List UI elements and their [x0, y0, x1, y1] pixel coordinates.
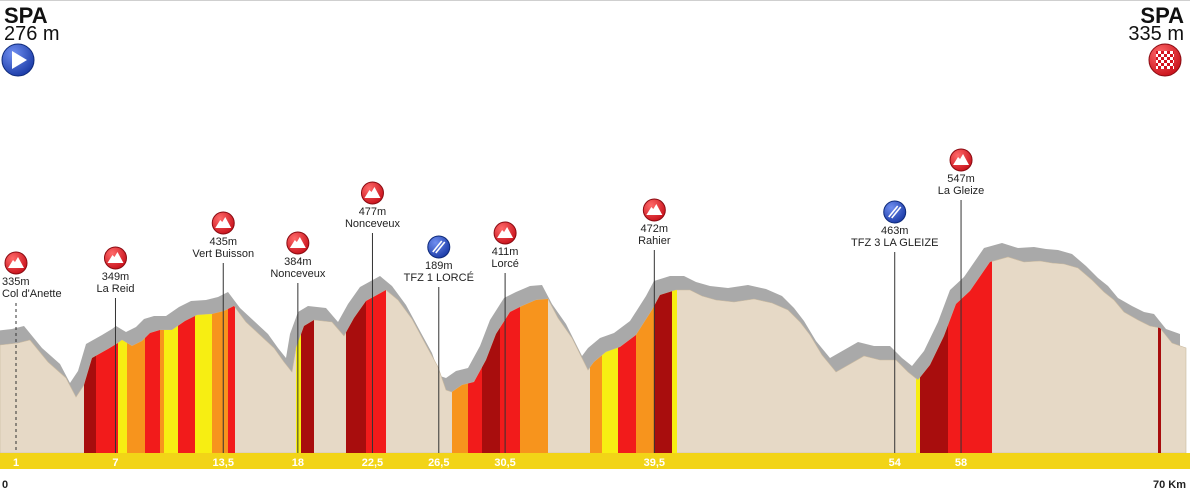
km-marker-label: 58	[955, 457, 967, 469]
gradient-segment-yellow	[672, 288, 677, 453]
km-marker-label: 39,5	[644, 457, 665, 469]
gradient-segment-red	[366, 288, 386, 453]
mountain-climb-icon	[211, 211, 235, 235]
gradient-segment-red	[178, 314, 195, 453]
gradient-segment-darkred	[301, 318, 314, 453]
gradient-segment-red	[228, 305, 235, 453]
finish-city: SPA	[1140, 3, 1184, 28]
climb-name-label: Rahier	[638, 235, 671, 247]
climb-name-label: La Gleize	[938, 185, 984, 197]
climb-altitude-label: 335m	[2, 276, 30, 288]
climb-name-label: TFZ 3 LA GLEIZE	[851, 237, 938, 249]
start-altitude: 276 m	[4, 23, 60, 45]
gradient-segment-red	[145, 328, 160, 453]
mountain-climb-icon	[4, 251, 28, 275]
km-marker-label: 18	[292, 457, 304, 469]
finish-altitude: 335 m	[1128, 23, 1184, 45]
gradient-segment-orange	[590, 353, 602, 453]
gradient-segment-yellow	[118, 338, 127, 453]
mountain-climb-icon	[493, 221, 517, 245]
gradient-segment-yellow	[602, 345, 618, 453]
gradient-segment-darkred	[84, 353, 96, 453]
gradient-segment-darkred	[346, 299, 366, 453]
climb-altitude-label: 477m	[359, 206, 387, 218]
climb-altitude-label: 547m	[947, 173, 975, 185]
climb-altitude-label: 435m	[209, 236, 237, 248]
start-play-icon	[1, 43, 35, 77]
km-marker-label: 22,5	[362, 457, 383, 469]
axis-end-label: 70 Km	[1153, 479, 1186, 491]
climb-altitude-label: 411m	[492, 246, 519, 258]
gradient-segment-darkred	[1158, 325, 1161, 453]
gradient-segment-darkred	[654, 289, 672, 453]
finish-flag-icon	[1148, 43, 1182, 77]
gradient-segment-yellow	[164, 323, 178, 453]
axis-start-label: 0	[2, 479, 8, 491]
km-marker-label: 13,5	[213, 457, 234, 469]
km-marker-label: 26,5	[428, 457, 449, 469]
climb-name-label: TFZ 1 LORCÉ	[404, 271, 474, 284]
climb-altitude-label: 349m	[102, 271, 130, 283]
climb-altitude-label: 384m	[284, 256, 312, 268]
mountain-climb-icon	[286, 231, 310, 255]
start-city: SPA	[4, 3, 48, 28]
distance-axis-band	[0, 453, 1190, 469]
climb-altitude-label: 189m	[425, 260, 453, 272]
gradient-segment-yellow	[916, 375, 920, 453]
timezone-icon	[883, 200, 907, 224]
km-marker-label: 1	[13, 457, 19, 469]
gradient-segment-orange	[212, 307, 228, 453]
gradient-segment-red	[96, 341, 118, 453]
gradient-segment-orange	[636, 304, 654, 453]
climb-name-label: Lorcé	[491, 258, 519, 270]
mountain-climb-icon	[103, 246, 127, 270]
timezone-icon	[427, 235, 451, 259]
gradient-segment-orange	[160, 328, 164, 453]
mountain-climb-icon	[642, 198, 666, 222]
climb-name-label: Col d'Anette	[2, 288, 62, 300]
gradient-segment-red	[468, 365, 482, 453]
gradient-segment-yellow	[296, 332, 301, 453]
mountain-climb-icon	[360, 181, 384, 205]
gradient-segment-orange	[520, 297, 548, 453]
km-marker-label: 30,5	[494, 457, 515, 469]
gradient-segment-red	[500, 305, 520, 453]
km-marker-label: 7	[112, 457, 118, 469]
climb-name-label: Nonceveux	[270, 268, 326, 280]
gradient-segment-yellow	[195, 312, 212, 453]
gradient-segment-orange	[127, 336, 145, 453]
mountain-climb-icon	[949, 148, 973, 172]
gradient-segment-red	[618, 333, 636, 453]
km-marker-label: 54	[889, 457, 902, 469]
climb-altitude-label: 472m	[641, 223, 669, 235]
climb-altitude-label: 463m	[881, 225, 909, 237]
climb-name-label: Vert Buisson	[192, 248, 254, 260]
climb-name-label: Nonceveux	[345, 218, 401, 230]
frame-line	[0, 0, 1190, 1]
distance-axis: 1 7 13,5 18 22,5 26,5 30,5 39,5 54 58 0 70 Km	[2, 457, 1186, 491]
gradient-segment-orange	[452, 381, 468, 453]
climb-name-label: La Reid	[97, 283, 135, 295]
